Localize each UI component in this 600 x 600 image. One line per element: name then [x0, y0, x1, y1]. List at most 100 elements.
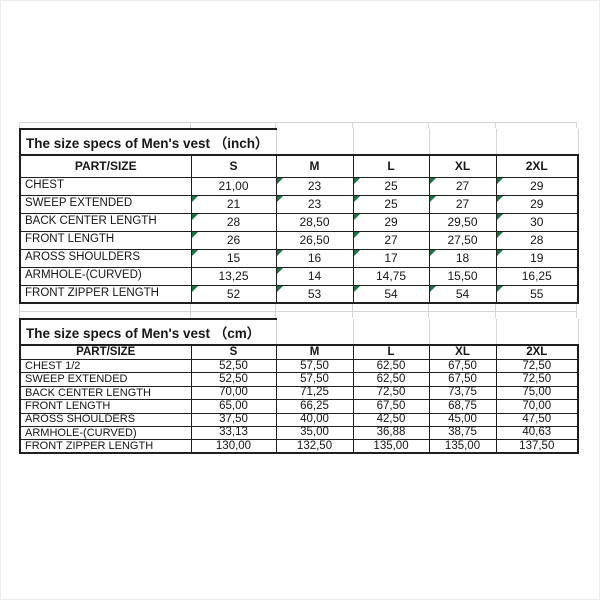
- value-cell: 45,00: [428, 412, 497, 428]
- table-row: AROSS SHOULDERS 15 16 17 18 19: [19, 248, 580, 268]
- number-stored-as-text-flag-icon: [496, 285, 503, 292]
- column-header-part-size: PART/SIZE: [19, 154, 192, 178]
- value-cell: 67,50: [428, 359, 497, 374]
- value-text: 132,50: [296, 439, 333, 452]
- value-text: 70,00: [219, 386, 248, 399]
- value-text: 65,00: [219, 399, 248, 412]
- value-cell: 70,00: [190, 385, 277, 401]
- value-cell: 14: [275, 266, 354, 286]
- table-row: FRONT LENGTH 26 26,50 27 27,50 28: [19, 230, 580, 250]
- value-cell: 73,75: [428, 385, 497, 401]
- value-cell: 67,50: [352, 399, 430, 414]
- value-cell: 29,50: [428, 212, 497, 232]
- value-cell: 135,00: [428, 439, 497, 455]
- value-cell: 54: [428, 284, 497, 304]
- value-text: 21: [226, 197, 241, 211]
- table-row: SWEEP EXTENDED 52,50 57,50 62,50 67,50 72,50: [19, 372, 580, 387]
- value-cell: 66,25: [275, 399, 354, 414]
- value-text: 57,50: [300, 359, 329, 372]
- value-text: 53: [307, 286, 322, 301]
- column-header-l: L: [352, 344, 430, 361]
- table-row: ARMHOLE-(CURVED) 13,25 14 14,75 15,50 16,25: [19, 266, 580, 286]
- value-text: 54: [384, 286, 398, 301]
- title-blank-cell: [428, 319, 497, 346]
- value-text: 71,25: [300, 386, 329, 399]
- column-header-part-size: PART/SIZE: [19, 344, 192, 361]
- column-header-l: L: [352, 154, 430, 178]
- table-row: SWEEP EXTENDED 21 23 25 27 29: [19, 194, 580, 214]
- value-text: 28: [530, 233, 544, 247]
- value-cell: 17: [352, 248, 430, 268]
- value-text: 16: [307, 251, 322, 265]
- value-text: 16,25: [521, 269, 552, 283]
- table-title: The size specs of Men's vest （inch）: [18, 128, 277, 155]
- value-text: 19: [530, 251, 544, 265]
- value-cell: 42,50: [352, 412, 430, 428]
- value-text: 72,50: [522, 359, 552, 372]
- value-cell: 55: [495, 284, 580, 304]
- value-text: 15: [226, 251, 241, 265]
- number-stored-as-text-flag-icon: [276, 249, 283, 256]
- value-cell: 57,50: [275, 372, 354, 387]
- value-cell: 67,50: [428, 372, 497, 387]
- table-row: FRONT ZIPPER LENGTH 130,00 132,50 135,00 135…: [19, 439, 580, 455]
- number-stored-as-text-flag-icon: [496, 231, 503, 238]
- number-stored-as-text-flag-icon: [353, 249, 360, 256]
- number-stored-as-text-flag-icon: [429, 177, 436, 184]
- value-text: 73,75: [448, 386, 477, 399]
- row-label: FRONT ZIPPER LENGTH: [19, 284, 192, 304]
- value-text: 40,00: [300, 413, 329, 426]
- gridline-row-between-1: [19, 304, 577, 312]
- value-text: 17: [384, 251, 398, 265]
- number-stored-as-text-flag-icon: [353, 231, 360, 238]
- value-cell: 26,50: [275, 230, 354, 250]
- title-blank-cell: [275, 129, 354, 156]
- row-label: FRONT LENGTH: [19, 399, 192, 414]
- value-text: 29,50: [447, 215, 478, 229]
- value-text: 52,50: [219, 359, 248, 372]
- value-text: 57,50: [300, 372, 329, 385]
- value-text: 45,00: [448, 413, 477, 426]
- size-table-cm: The size specs of Men's vest （cm） PART/SI…: [18, 318, 580, 455]
- value-cell: 27: [428, 194, 497, 214]
- title-blank-cell: [275, 319, 354, 346]
- table-title: The size specs of Men's vest （cm）: [18, 318, 277, 345]
- value-cell: 52: [190, 284, 277, 304]
- value-text: 18: [455, 251, 470, 265]
- value-cell: 13,25: [190, 266, 277, 286]
- table-header-row: PART/SIZE S M L XL 2XL: [19, 344, 580, 361]
- value-text: 29: [384, 215, 398, 229]
- number-stored-as-text-flag-icon: [496, 195, 503, 202]
- value-text: 66,25: [300, 399, 329, 412]
- value-text: 15,50: [447, 269, 478, 283]
- value-text: 28,50: [299, 215, 330, 229]
- column-header-2xl: 2XL: [495, 154, 580, 178]
- row-label: SWEEP EXTENDED: [19, 372, 192, 387]
- value-cell: 47,50: [495, 412, 580, 428]
- table-title-row: The size specs of Men's vest （cm）: [18, 318, 579, 346]
- value-text: 35,00: [300, 426, 329, 439]
- value-cell: 71,25: [275, 385, 354, 401]
- value-text: 36,88: [376, 426, 406, 439]
- value-cell: 28: [190, 212, 277, 232]
- table-header-row: PART/SIZE S M L XL 2XL: [19, 154, 580, 178]
- table-row: BACK CENTER LENGTH 70,00 71,25 72,50 73,75 75…: [19, 385, 580, 401]
- row-label: BACK CENTER LENGTH: [19, 212, 192, 232]
- number-stored-as-text-flag-icon: [353, 177, 360, 184]
- value-text: 135,00: [444, 439, 481, 452]
- number-stored-as-text-flag-icon: [191, 195, 198, 202]
- value-cell: 130,00: [190, 439, 277, 455]
- value-text: 52: [226, 286, 241, 301]
- value-cell: 14,75: [352, 266, 430, 286]
- title-blank-cell: [352, 319, 430, 346]
- value-cell: 135,00: [352, 439, 430, 455]
- value-cell: 25: [352, 176, 430, 196]
- value-cell: 21,00: [190, 176, 277, 196]
- value-text: 42,50: [376, 413, 406, 426]
- value-cell: 38,75: [428, 426, 497, 441]
- row-label: SWEEP EXTENDED: [19, 194, 192, 214]
- value-cell: 62,50: [352, 359, 430, 374]
- value-text: 55: [530, 286, 544, 301]
- number-stored-as-text-flag-icon: [191, 249, 198, 256]
- number-stored-as-text-flag-icon: [276, 267, 283, 274]
